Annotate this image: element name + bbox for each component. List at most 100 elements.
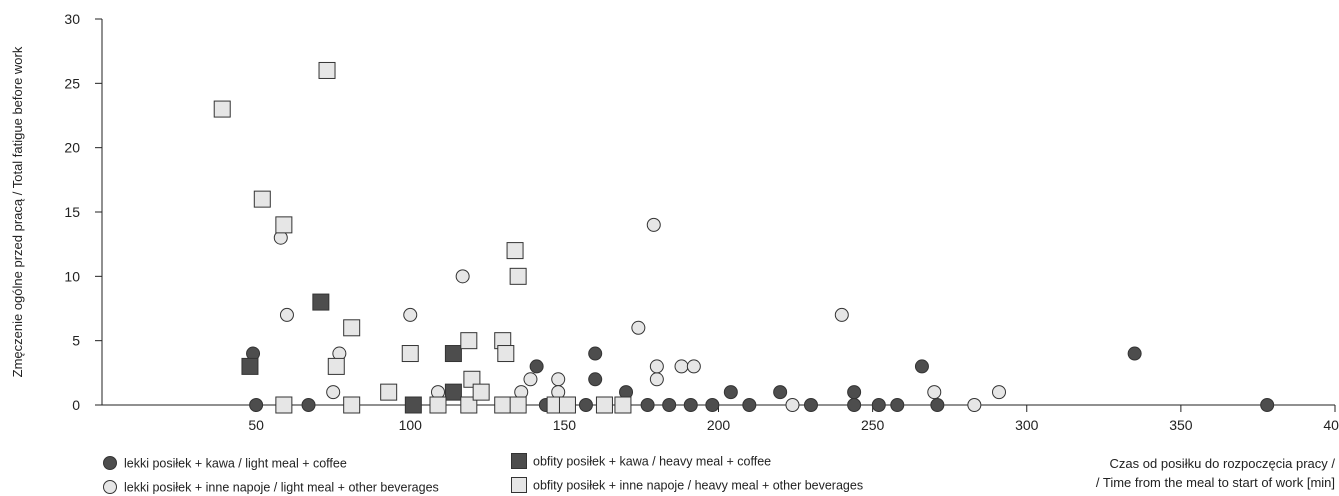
data-point bbox=[404, 396, 422, 414]
data-point bbox=[967, 398, 982, 412]
axis-ticks: 0 5 10 15 20 25 30 50 100 150 200 250 300 350 400 bbox=[64, 11, 1339, 433]
data-point bbox=[401, 345, 419, 363]
data-point bbox=[529, 359, 544, 374]
series-2 bbox=[273, 217, 1007, 412]
data-point bbox=[380, 383, 398, 401]
data-point bbox=[551, 372, 566, 387]
legend-item: lekki posiłek + inne napoje / light meal… bbox=[103, 480, 439, 495]
data-point bbox=[558, 396, 576, 414]
data-point bbox=[279, 307, 294, 322]
data-point bbox=[343, 396, 361, 414]
data-point bbox=[640, 398, 655, 412]
data-point bbox=[253, 190, 271, 208]
data-point bbox=[275, 216, 293, 234]
x-tick-label: 300 bbox=[1015, 417, 1039, 433]
legend-item: obfity posiłek + kawa / heavy meal + cof… bbox=[511, 453, 771, 469]
legend-label: obfity posiłek + inne napoje / heavy mea… bbox=[533, 479, 863, 493]
data-point bbox=[509, 267, 527, 285]
legend-marker bbox=[511, 477, 527, 493]
data-point bbox=[649, 359, 664, 374]
data-point bbox=[595, 396, 613, 414]
x-axis-title-line: / Time from the meal to start of work [m… bbox=[1096, 475, 1335, 490]
y-tick-label: 10 bbox=[64, 268, 80, 284]
series-4 bbox=[213, 61, 632, 414]
legend: lekki posiłek + kawa / light meal + coff… bbox=[103, 453, 863, 495]
data-point bbox=[631, 320, 646, 335]
data-point bbox=[318, 61, 336, 79]
data-point bbox=[578, 398, 593, 412]
x-tick-label: 150 bbox=[553, 417, 577, 433]
data-point bbox=[213, 100, 231, 118]
x-tick-label: 100 bbox=[399, 417, 423, 433]
data-point bbox=[803, 398, 818, 412]
x-tick-label: 50 bbox=[248, 417, 264, 433]
data-point bbox=[890, 398, 905, 412]
data-point bbox=[327, 357, 345, 375]
y-tick-label: 0 bbox=[72, 397, 80, 413]
data-point bbox=[455, 269, 470, 284]
y-tick-label: 30 bbox=[64, 11, 80, 27]
data-point bbox=[523, 372, 538, 387]
data-point bbox=[301, 398, 316, 412]
data-point bbox=[871, 398, 886, 412]
x-axis-title: Czas od posiłku do rozpoczęcia pracy / / … bbox=[1096, 456, 1336, 490]
data-point bbox=[723, 385, 738, 400]
chart-axes bbox=[101, 19, 1335, 406]
data-point bbox=[460, 396, 478, 414]
data-point bbox=[705, 398, 720, 412]
data-point bbox=[463, 370, 481, 388]
data-point bbox=[662, 398, 677, 412]
data-point bbox=[614, 396, 632, 414]
data-point bbox=[460, 332, 478, 350]
legend-marker bbox=[103, 480, 117, 494]
data-point bbox=[1127, 346, 1142, 361]
data-point bbox=[497, 345, 515, 363]
data-point bbox=[588, 372, 603, 387]
data-point bbox=[241, 357, 259, 375]
y-tick-label: 20 bbox=[64, 140, 80, 156]
legend-item: lekki posiłek + kawa / light meal + coff… bbox=[103, 456, 347, 471]
data-point bbox=[785, 398, 800, 412]
data-point bbox=[649, 372, 664, 387]
data-point bbox=[429, 396, 447, 414]
data-point bbox=[494, 396, 512, 414]
legend-marker bbox=[103, 456, 117, 470]
data-point bbox=[444, 345, 462, 363]
data-point bbox=[992, 385, 1007, 400]
data-point bbox=[312, 293, 330, 311]
legend-label: lekki posiłek + inne napoje / light meal… bbox=[124, 481, 439, 495]
data-point bbox=[847, 385, 862, 400]
data-point bbox=[444, 383, 462, 401]
y-tick-label: 5 bbox=[72, 333, 80, 349]
data-point bbox=[847, 398, 862, 412]
x-axis-title-line: Czas od posiłku do rozpoczęcia pracy / bbox=[1110, 456, 1336, 471]
data-point bbox=[343, 319, 361, 337]
legend-marker bbox=[511, 453, 527, 469]
x-tick-label: 400 bbox=[1323, 417, 1339, 433]
data-point bbox=[509, 396, 527, 414]
data-point bbox=[646, 217, 661, 232]
y-tick-label: 25 bbox=[64, 75, 80, 91]
data-points bbox=[213, 61, 1275, 414]
data-point bbox=[927, 385, 942, 400]
data-point bbox=[674, 359, 689, 374]
x-tick-label: 350 bbox=[1169, 417, 1193, 433]
data-point bbox=[914, 359, 929, 374]
legend-item: obfity posiłek + inne napoje / heavy mea… bbox=[511, 477, 863, 493]
data-point bbox=[686, 359, 701, 374]
y-axis-title: Zmęczenie ogólne przed pracą / Total fat… bbox=[10, 46, 25, 377]
data-point bbox=[249, 398, 264, 412]
data-point bbox=[1260, 398, 1275, 412]
data-point bbox=[834, 307, 849, 322]
data-point bbox=[683, 398, 698, 412]
data-point bbox=[742, 398, 757, 412]
x-tick-label: 250 bbox=[861, 417, 885, 433]
y-tick-label: 15 bbox=[64, 204, 80, 220]
data-point bbox=[930, 398, 945, 412]
legend-label: lekki posiłek + kawa / light meal + coff… bbox=[124, 457, 347, 471]
data-point bbox=[506, 242, 524, 260]
series-1 bbox=[246, 346, 1275, 412]
series-3 bbox=[241, 293, 462, 414]
data-point bbox=[403, 307, 418, 322]
